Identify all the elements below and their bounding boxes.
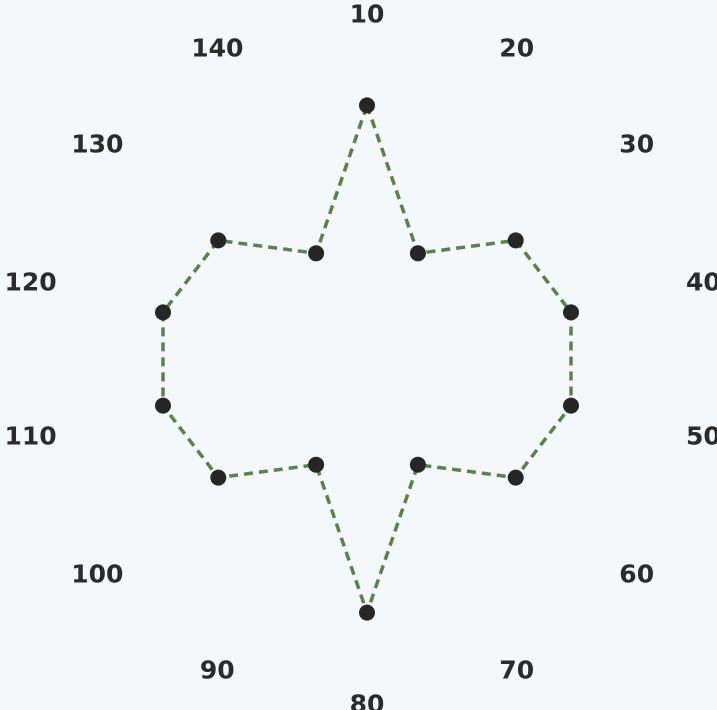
data-point-20 bbox=[410, 245, 426, 261]
category-label-140: 140 bbox=[191, 34, 243, 63]
data-point-60 bbox=[508, 470, 524, 486]
data-point-110 bbox=[155, 398, 171, 414]
data-point-40 bbox=[563, 304, 579, 320]
data-point-10 bbox=[359, 97, 375, 113]
series-layer bbox=[163, 105, 571, 612]
category-label-60: 60 bbox=[619, 560, 654, 589]
data-point-80 bbox=[359, 605, 375, 621]
category-label-90: 90 bbox=[200, 655, 235, 684]
data-point-140 bbox=[308, 245, 324, 261]
category-label-120: 120 bbox=[5, 268, 57, 297]
marker-layer bbox=[155, 97, 579, 620]
category-label-10: 10 bbox=[350, 0, 385, 29]
data-point-50 bbox=[563, 398, 579, 414]
category-label-30: 30 bbox=[619, 129, 654, 158]
category-label-80: 80 bbox=[350, 690, 385, 710]
category-label-70: 70 bbox=[499, 655, 534, 684]
category-label-20: 20 bbox=[499, 34, 534, 63]
category-label-130: 130 bbox=[71, 129, 123, 158]
data-point-130 bbox=[210, 232, 226, 248]
category-label-100: 100 bbox=[71, 560, 123, 589]
data-point-90 bbox=[308, 457, 324, 473]
data-point-100 bbox=[210, 470, 226, 486]
category-label-110: 110 bbox=[5, 421, 57, 450]
data-point-120 bbox=[155, 304, 171, 320]
data-point-30 bbox=[508, 232, 524, 248]
data-point-70 bbox=[410, 457, 426, 473]
series-line bbox=[163, 105, 571, 612]
category-label-50: 50 bbox=[686, 421, 717, 450]
category-label-40: 40 bbox=[686, 268, 717, 297]
